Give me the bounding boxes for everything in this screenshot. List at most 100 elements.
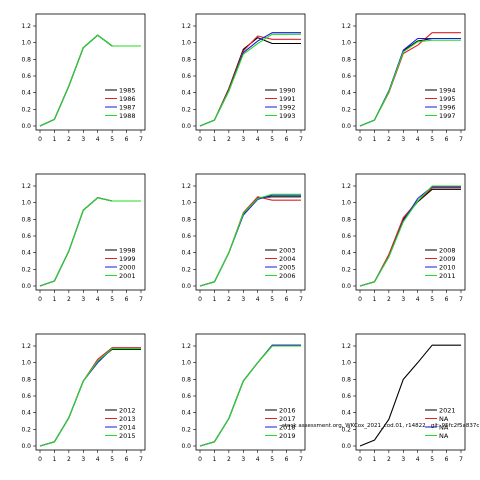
x-tick-label: 7 [139, 296, 143, 303]
x-tick-label: 6 [125, 456, 129, 463]
x-tick-label: 0 [198, 136, 202, 143]
axes-frame [355, 333, 466, 451]
legend-label: 2013 [119, 415, 136, 423]
y-tick-label: 0.8 [181, 216, 191, 223]
series-line-1993 [199, 33, 301, 127]
x-tick-label: 6 [445, 456, 449, 463]
x-tick-label: 4 [256, 296, 260, 303]
x-tick-label: 7 [139, 456, 143, 463]
x-tick-label: 4 [256, 456, 260, 463]
y-tick-label: 0.8 [21, 216, 31, 223]
axes-frame [355, 13, 466, 131]
x-tick-label: 4 [256, 136, 260, 143]
legend-label: 2000 [119, 263, 136, 271]
axes-frame [355, 173, 466, 291]
y-tick-label: 0.6 [341, 73, 351, 80]
y-tick-label: 1.0 [341, 40, 351, 47]
axes-frame [35, 173, 146, 291]
x-tick-label: 4 [96, 136, 100, 143]
x-tick-label: 2 [387, 136, 391, 143]
legend-label: 2016 [279, 406, 296, 414]
x-tick-label: 5 [270, 296, 274, 303]
chart-panel: 0.00.20.40.60.81.01.20 1 2 3 4 5 6 720032004200… [181, 173, 306, 303]
y-tick-label: 0.0 [181, 283, 191, 290]
y-tick-label: 0.8 [341, 56, 351, 63]
legend-label: 1993 [279, 112, 296, 120]
panel-grid: 0.00.20.40.60.81.01.20 1 2 3 4 5 6 719851986198… [21, 13, 466, 463]
chart-panel: 0.00.20.40.60.81.01.20 1 2 3 4 5 6 719941995199… [341, 13, 466, 143]
x-tick-label: 6 [445, 136, 449, 143]
x-tick-label: 3 [81, 456, 85, 463]
x-tick-label: 7 [299, 456, 303, 463]
x-tick-label: 2 [67, 296, 71, 303]
y-tick-label: 1.0 [21, 360, 31, 367]
axes-frame [195, 173, 306, 291]
x-tick-label: 0 [198, 296, 202, 303]
x-tick-label: 2 [387, 296, 391, 303]
legend-label: 1985 [119, 86, 136, 94]
x-tick-label: 3 [241, 296, 245, 303]
y-tick-label: 0.6 [341, 233, 351, 240]
legend-label: 2010 [439, 263, 456, 271]
chart-panel: 0.00.20.40.60.81.01.20 1 2 3 4 5 6 720082009201… [341, 173, 466, 303]
y-tick-label: 0.2 [341, 106, 351, 113]
x-tick-label: 0 [38, 296, 42, 303]
legend-label: 2011 [439, 272, 456, 280]
y-tick-label: 0.8 [181, 56, 191, 63]
y-tick-label: 1.0 [181, 360, 191, 367]
y-tick-label: 0.4 [181, 90, 191, 97]
x-tick-label: 2 [227, 456, 231, 463]
x-tick-label: 2 [67, 456, 71, 463]
x-tick-label: 2 [227, 296, 231, 303]
y-tick-label: 0.2 [21, 106, 31, 113]
y-tick-label: 0.2 [21, 266, 31, 273]
series-line-1988 [39, 34, 141, 127]
x-tick-label: 3 [401, 296, 405, 303]
y-tick-label: 0.4 [21, 90, 31, 97]
x-tick-label: 6 [125, 136, 129, 143]
x-tick-label: 0 [358, 136, 362, 143]
x-tick-label: 5 [430, 456, 434, 463]
y-tick-label: 0.6 [181, 393, 191, 400]
y-tick-label: 1.2 [341, 23, 351, 30]
series-line-1997 [359, 39, 461, 127]
y-tick-label: 0.6 [341, 393, 351, 400]
y-tick-label: 0.0 [341, 123, 351, 130]
x-tick-label: 2 [227, 136, 231, 143]
x-tick-label: 1 [53, 456, 57, 463]
x-tick-label: 7 [459, 296, 463, 303]
y-tick-label: 0.2 [341, 426, 351, 433]
legend-label: 2008 [439, 246, 456, 254]
y-tick-label: 0.0 [181, 443, 191, 450]
x-tick-label: 1 [53, 136, 57, 143]
y-tick-label: 0.6 [21, 233, 31, 240]
x-tick-label: 3 [401, 456, 405, 463]
x-tick-label: 5 [110, 456, 114, 463]
legend-label: 1996 [439, 103, 456, 111]
legend-label: 2018 [279, 423, 296, 431]
legend-label: 1998 [119, 246, 136, 254]
legend-label: 2017 [279, 415, 296, 423]
x-tick-label: 4 [416, 296, 420, 303]
x-tick-label: 5 [430, 136, 434, 143]
y-tick-label: 1.2 [341, 183, 351, 190]
series-line-2015 [39, 347, 141, 447]
x-tick-label: 1 [53, 296, 57, 303]
legend-label: NA [439, 423, 449, 431]
y-tick-label: 1.2 [21, 23, 31, 30]
legend-label: 2004 [279, 255, 296, 263]
y-tick-label: 1.2 [181, 343, 191, 350]
x-tick-label: 7 [299, 136, 303, 143]
y-tick-label: 1.0 [341, 200, 351, 207]
x-tick-label: 7 [459, 456, 463, 463]
x-tick-label: 4 [96, 296, 100, 303]
y-tick-label: 0.8 [341, 376, 351, 383]
y-tick-label: 1.2 [21, 343, 31, 350]
y-tick-label: 0.4 [21, 250, 31, 257]
axes-frame [35, 13, 146, 131]
legend-label: 1995 [439, 95, 456, 103]
x-tick-label: 2 [67, 136, 71, 143]
legend-label: 1991 [279, 95, 296, 103]
legend-label: 1999 [119, 255, 136, 263]
